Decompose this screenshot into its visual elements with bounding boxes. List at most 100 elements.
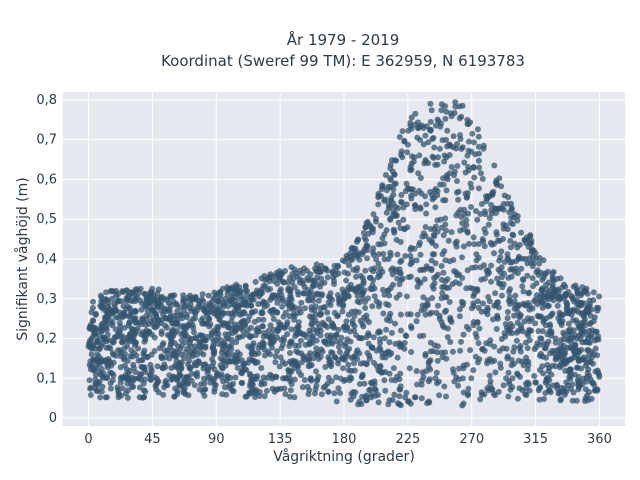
data-point	[445, 237, 452, 244]
data-point	[226, 344, 233, 350]
data-point	[381, 240, 388, 247]
data-point	[494, 299, 501, 306]
data-point	[415, 119, 421, 126]
data-point	[393, 373, 400, 380]
data-point	[506, 378, 512, 385]
data-point	[477, 211, 484, 217]
data-point	[417, 137, 424, 143]
data-point	[538, 313, 545, 320]
data-point	[413, 257, 420, 264]
data-point	[259, 323, 266, 330]
data-point	[170, 326, 176, 333]
data-point	[397, 270, 404, 277]
data-point	[337, 390, 343, 396]
data-point	[440, 269, 447, 276]
data-point	[427, 118, 434, 125]
data-point	[287, 393, 293, 400]
data-point	[479, 346, 486, 353]
data-point	[154, 290, 161, 297]
data-point	[407, 311, 414, 318]
data-point	[220, 320, 227, 326]
data-point	[478, 391, 485, 398]
data-point	[500, 221, 507, 228]
data-point	[435, 302, 441, 309]
data-point	[147, 361, 154, 368]
data-point	[206, 323, 213, 330]
data-point	[381, 197, 388, 204]
data-point	[295, 291, 302, 298]
data-point	[383, 326, 390, 333]
data-point	[356, 299, 363, 306]
data-point	[162, 364, 169, 371]
data-point	[425, 139, 432, 146]
data-point	[441, 383, 448, 390]
data-point	[361, 380, 368, 387]
data-point	[582, 395, 589, 402]
data-point	[545, 368, 552, 375]
data-point	[558, 322, 565, 328]
data-point	[522, 339, 529, 346]
data-point	[464, 267, 471, 274]
data-point	[574, 364, 581, 371]
data-point	[541, 340, 548, 347]
data-point	[125, 370, 132, 377]
data-point	[539, 276, 546, 283]
data-point	[493, 229, 500, 236]
data-point	[436, 145, 443, 152]
data-point	[121, 354, 128, 361]
data-point	[370, 249, 376, 256]
data-point	[320, 304, 327, 311]
data-point	[350, 245, 357, 252]
data-point	[259, 308, 265, 315]
data-point	[277, 354, 284, 361]
data-point	[104, 336, 111, 343]
data-point	[533, 343, 540, 350]
data-point	[438, 101, 445, 108]
data-point	[475, 157, 482, 164]
data-point	[334, 313, 341, 320]
data-point	[563, 388, 570, 395]
data-point	[495, 388, 502, 395]
data-point	[148, 368, 155, 375]
data-point	[371, 293, 378, 300]
data-point	[328, 378, 335, 385]
data-point	[329, 349, 336, 356]
data-point	[545, 302, 552, 309]
data-point	[590, 297, 597, 304]
chart-title-line-1: År 1979 - 2019	[287, 30, 400, 49]
data-points	[85, 99, 603, 409]
data-point	[467, 347, 474, 354]
data-point	[347, 257, 354, 264]
data-point	[561, 350, 568, 357]
data-point	[183, 314, 190, 321]
data-point	[344, 324, 351, 331]
data-point	[505, 393, 512, 400]
data-point	[467, 284, 474, 291]
data-point	[240, 361, 247, 368]
data-point	[483, 198, 490, 205]
y-tick-label: 0,8	[36, 93, 57, 108]
data-point	[313, 290, 320, 297]
data-point	[127, 380, 134, 386]
data-point	[518, 229, 525, 236]
data-point	[249, 381, 256, 388]
data-point	[526, 289, 533, 296]
data-point	[373, 347, 380, 354]
data-point	[517, 343, 524, 349]
data-point	[90, 317, 97, 324]
data-point	[478, 308, 485, 315]
data-point	[484, 360, 491, 367]
data-point	[111, 334, 118, 341]
data-point	[327, 290, 334, 297]
data-point	[313, 345, 320, 352]
y-tick-labels: 0 0,1 0,2 0,3 0,4 0,5 0,6 0,7 0,8	[36, 93, 57, 426]
data-point	[468, 375, 475, 382]
data-point	[550, 269, 557, 275]
data-point	[525, 362, 532, 369]
data-point	[387, 216, 394, 223]
data-point	[536, 260, 543, 267]
data-point	[586, 389, 592, 396]
data-point	[436, 392, 443, 399]
data-point	[263, 276, 270, 283]
data-point	[440, 232, 447, 239]
